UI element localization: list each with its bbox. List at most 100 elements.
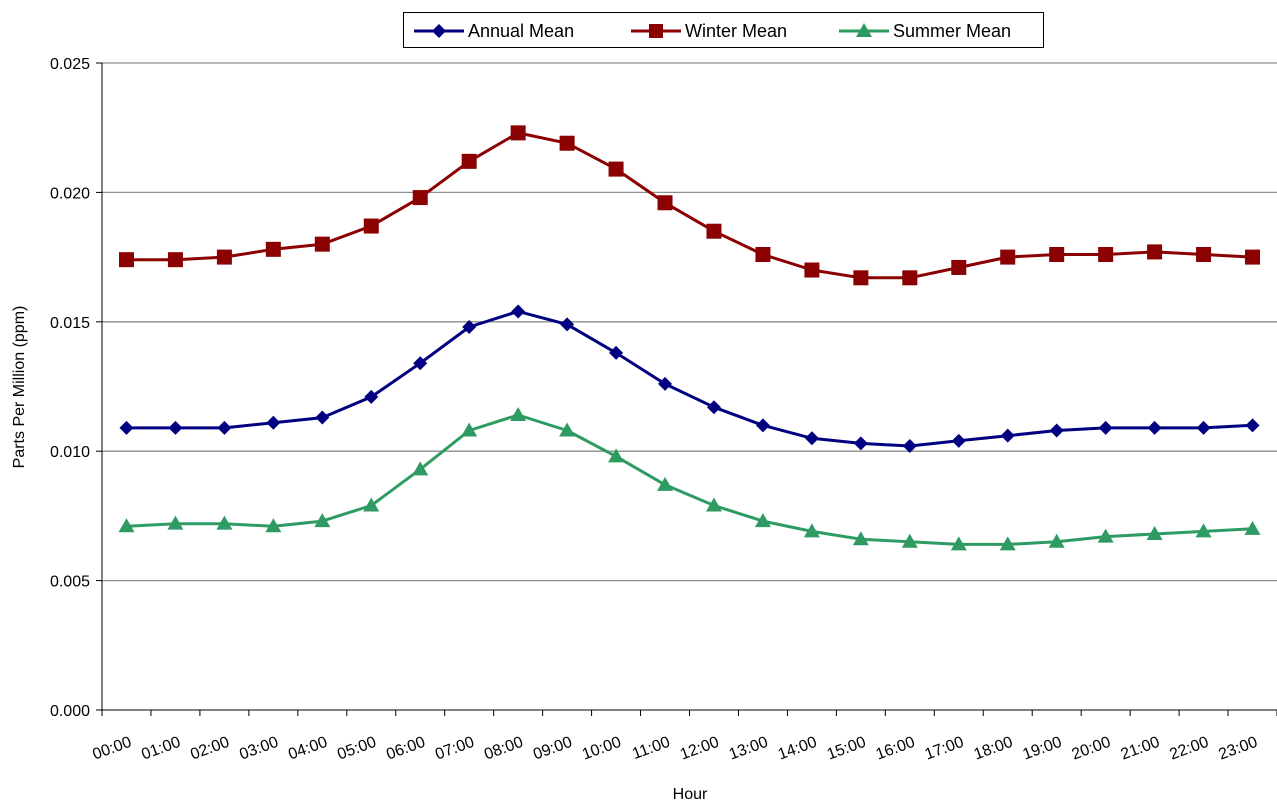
x-tick-label: 16:00 <box>874 734 918 764</box>
data-point-winter-mean <box>804 262 820 278</box>
data-point-winter-mean <box>118 252 134 268</box>
data-point-winter-mean <box>461 153 477 169</box>
data-point-winter-mean <box>755 247 771 263</box>
x-tick-labels: 00:00 01:00 02:00 03:00 04:00 05:00 06:00 07:00… <box>90 710 1277 763</box>
data-point-summer-mean <box>1146 526 1163 541</box>
data-point-summer-mean <box>754 513 771 528</box>
data-point-annual-mean <box>217 420 232 435</box>
data-point-summer-mean <box>167 515 184 530</box>
y-axis-label: Parts Per Million (ppm) <box>11 306 28 469</box>
data-point-annual-mean <box>462 319 477 334</box>
data-point-annual-mean <box>853 436 868 451</box>
data-point-annual-mean <box>755 418 770 433</box>
data-point-summer-mean <box>1097 528 1114 543</box>
x-tick-label: 02:00 <box>188 734 232 764</box>
data-point-winter-mean <box>1245 249 1261 265</box>
data-point-summer-mean <box>1244 520 1261 535</box>
series-line-annual-mean <box>126 309 1253 448</box>
x-tick-label: 08:00 <box>482 734 526 764</box>
data-point-winter-mean <box>559 135 575 151</box>
data-point-winter-mean <box>657 195 673 211</box>
data-point-winter-mean <box>216 249 232 265</box>
data-point-annual-mean <box>902 439 917 454</box>
data-point-winter-mean <box>314 236 330 252</box>
data-point-summer-mean <box>999 536 1016 551</box>
data-point-summer-mean <box>559 422 576 437</box>
data-point-summer-mean <box>1195 523 1212 538</box>
legend-label-annual-mean: Annual Mean <box>468 20 575 41</box>
y-tick-label: 0.015 <box>50 315 90 332</box>
data-point-summer-mean <box>461 422 478 437</box>
legend-label-winter-mean: Winter Mean <box>685 20 788 41</box>
data-point-summer-mean <box>314 513 331 528</box>
data-point-winter-mean <box>1000 249 1016 265</box>
data-point-winter-mean <box>1049 247 1065 263</box>
data-point-annual-mean <box>658 376 673 391</box>
data-point-winter-mean <box>951 259 967 275</box>
series-winter-mean <box>118 125 1261 286</box>
legend-item-annual-mean: Annual Mean <box>412 13 574 49</box>
data-point-winter-mean <box>167 252 183 268</box>
data-point-winter-mean <box>265 241 281 257</box>
data-point-annual-mean <box>1098 420 1113 435</box>
data-point-winter-mean <box>1196 247 1212 263</box>
legend-item-winter-mean: Winter Mean <box>629 13 787 49</box>
data-point-annual-mean <box>1147 420 1162 435</box>
legend-marker-triangle-icon <box>839 23 889 37</box>
data-point-winter-mean <box>706 223 722 239</box>
data-point-annual-mean <box>804 431 819 446</box>
x-tick-label: 18:00 <box>972 734 1016 764</box>
x-tick-label: 03:00 <box>237 734 281 764</box>
y-tick-label: 0.005 <box>50 574 90 591</box>
data-point-summer-mean <box>608 448 625 463</box>
data-point-winter-mean <box>412 190 428 206</box>
x-tick-label: 23:00 <box>1216 734 1260 764</box>
data-point-annual-mean <box>951 433 966 448</box>
y-tick-label: 0.025 <box>50 56 90 73</box>
data-point-winter-mean <box>363 218 379 234</box>
data-point-summer-mean <box>412 461 429 476</box>
x-tick-label: 14:00 <box>776 734 820 764</box>
legend-marker-diamond-icon <box>414 24 464 38</box>
series-summer-mean <box>118 406 1261 551</box>
x-tick-label: 22:00 <box>1167 734 1211 764</box>
x-tick-label: 20:00 <box>1070 734 1114 764</box>
x-tick-label: 17:00 <box>923 734 967 764</box>
data-point-winter-mean <box>1147 244 1163 260</box>
series-annual-mean <box>119 304 1260 454</box>
x-tick-label: 05:00 <box>335 734 379 764</box>
data-point-summer-mean <box>216 515 233 530</box>
x-tick-label: 13:00 <box>727 734 771 764</box>
data-point-annual-mean <box>413 356 428 371</box>
data-point-annual-mean <box>168 420 183 435</box>
data-point-winter-mean <box>608 161 624 177</box>
x-tick-label: 19:00 <box>1021 734 1065 764</box>
data-point-annual-mean <box>1245 418 1260 433</box>
data-point-winter-mean <box>853 270 869 286</box>
data-point-summer-mean <box>657 476 674 491</box>
data-point-winter-mean <box>510 125 526 141</box>
data-point-summer-mean <box>705 497 722 512</box>
x-tick-label: 15:00 <box>825 734 869 764</box>
series-line-summer-mean <box>126 413 1253 546</box>
x-tick-label: 09:00 <box>531 734 575 764</box>
data-point-winter-mean <box>902 270 918 286</box>
x-tick-label: 00:00 <box>90 734 134 764</box>
y-tick-label: 0.000 <box>50 703 90 720</box>
legend: Annual Mean Winter Mean Summer Mean <box>403 12 1044 48</box>
series-line-winter-mean <box>126 131 1253 280</box>
x-tick-label: 07:00 <box>433 734 477 764</box>
data-point-summer-mean <box>803 523 820 538</box>
data-point-annual-mean <box>119 420 134 435</box>
data-point-annual-mean <box>1000 428 1015 443</box>
data-point-annual-mean <box>315 410 330 425</box>
data-point-annual-mean <box>266 415 281 430</box>
data-point-summer-mean <box>950 536 967 551</box>
data-point-summer-mean <box>1048 533 1065 548</box>
x-tick-label: 01:00 <box>139 734 183 764</box>
data-point-summer-mean <box>265 518 282 533</box>
data-point-summer-mean <box>363 497 380 512</box>
legend-item-summer-mean: Summer Mean <box>837 13 1011 49</box>
x-tick-label: 11:00 <box>630 734 672 763</box>
